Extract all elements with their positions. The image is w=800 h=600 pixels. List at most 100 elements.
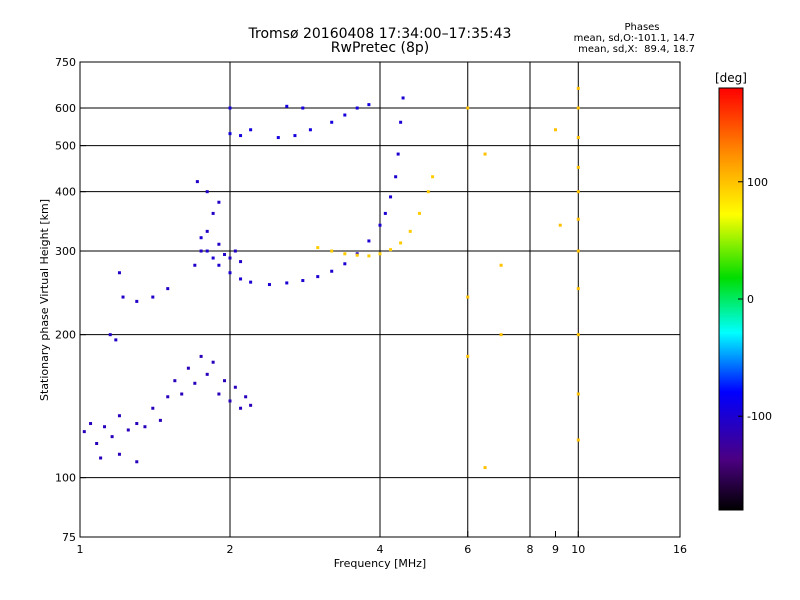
y-tick-label: 100 — [55, 472, 76, 485]
data-point — [205, 229, 209, 233]
data-point — [553, 128, 557, 132]
data-point — [205, 372, 209, 376]
data-point — [378, 252, 382, 256]
colorbar-tick-label: 0 — [747, 293, 754, 306]
data-point — [285, 281, 289, 285]
data-point — [117, 452, 121, 456]
data-point — [117, 414, 121, 418]
phase-stats-o: mean, sd,O:-101.1, 14.7 — [573, 33, 695, 44]
data-point — [205, 190, 209, 194]
data-point — [173, 379, 177, 383]
data-point — [558, 223, 562, 227]
x-axis-ticks: 1 2 4 6 8 9 10 16 — [77, 531, 687, 556]
data-point — [180, 392, 184, 396]
x-tick-label: 1 — [77, 543, 84, 556]
colorbar-tick-label: -100 — [747, 410, 772, 423]
data-point — [228, 106, 232, 110]
data-point — [135, 299, 139, 303]
data-point — [103, 425, 107, 429]
data-point — [205, 249, 209, 253]
x-tick-label: 6 — [464, 543, 471, 556]
x-tick-label: 10 — [571, 543, 585, 556]
data-point — [114, 338, 118, 342]
data-point — [211, 256, 215, 260]
data-point — [466, 295, 470, 299]
data-point — [499, 263, 503, 267]
data-point — [301, 106, 305, 110]
colorbar-ticks: -100 0 100 — [738, 176, 772, 423]
data-point — [249, 128, 253, 132]
data-point — [576, 86, 580, 90]
data-point — [239, 134, 243, 138]
data-point — [576, 333, 580, 337]
data-point — [217, 242, 221, 246]
y-tick-label: 600 — [55, 102, 76, 115]
y-tick-label: 750 — [55, 56, 76, 69]
data-point — [367, 239, 371, 243]
data-point — [228, 132, 232, 136]
data-point — [308, 128, 312, 132]
data-point — [431, 175, 435, 179]
data-point — [143, 425, 147, 429]
chart-title-line-1: Tromsø 20160408 17:34:00–17:35:43 — [248, 26, 512, 42]
data-point — [466, 106, 470, 110]
data-point — [217, 263, 221, 267]
data-point — [343, 113, 347, 117]
data-point — [401, 96, 405, 100]
data-point — [239, 406, 243, 410]
data-point — [483, 152, 487, 156]
colorbar-label: [deg] — [715, 71, 747, 85]
x-tick-label: 4 — [377, 543, 384, 556]
data-point — [576, 438, 580, 442]
y-tick-label: 400 — [55, 186, 76, 199]
data-point — [301, 279, 305, 283]
data-point — [126, 428, 130, 432]
data-point — [285, 104, 289, 108]
y-axis-ticks: 75 100 200 300 400 500 600 750 — [55, 56, 86, 544]
data-point — [576, 136, 580, 140]
data-point — [233, 385, 237, 389]
data-point — [166, 287, 170, 291]
data-point — [576, 249, 580, 253]
data-point — [108, 333, 112, 337]
data-point — [99, 456, 103, 460]
data-point — [378, 223, 382, 227]
data-point — [217, 200, 221, 204]
data-point — [239, 260, 243, 264]
data-point — [166, 395, 170, 399]
x-tick-label: 16 — [673, 543, 687, 556]
data-point — [576, 217, 580, 221]
data-point — [186, 366, 190, 370]
x-tick-label: 8 — [527, 543, 534, 556]
data-point — [389, 195, 393, 199]
data-point — [199, 249, 203, 253]
data-point — [151, 295, 155, 299]
data-point — [249, 403, 253, 407]
data-point — [389, 248, 393, 252]
data-points — [82, 86, 580, 470]
data-point — [355, 106, 359, 110]
data-point — [199, 236, 203, 240]
data-point — [367, 254, 371, 258]
data-point — [233, 249, 237, 253]
data-point — [82, 430, 86, 434]
data-point — [408, 229, 412, 233]
data-point — [483, 466, 487, 470]
data-point — [396, 152, 400, 156]
data-point — [211, 211, 215, 215]
data-point — [330, 249, 334, 253]
data-point — [466, 354, 470, 358]
data-point — [426, 190, 430, 194]
data-point — [244, 395, 248, 399]
data-point — [217, 392, 221, 396]
data-point — [576, 190, 580, 194]
data-point — [576, 392, 580, 396]
data-point — [355, 253, 359, 257]
data-point — [276, 136, 280, 140]
data-point — [228, 256, 232, 260]
x-tick-label: 9 — [552, 543, 559, 556]
x-axis-label: Frequency [MHz] — [334, 557, 426, 570]
data-point — [135, 460, 139, 464]
data-point — [193, 263, 197, 267]
data-point — [135, 422, 139, 426]
